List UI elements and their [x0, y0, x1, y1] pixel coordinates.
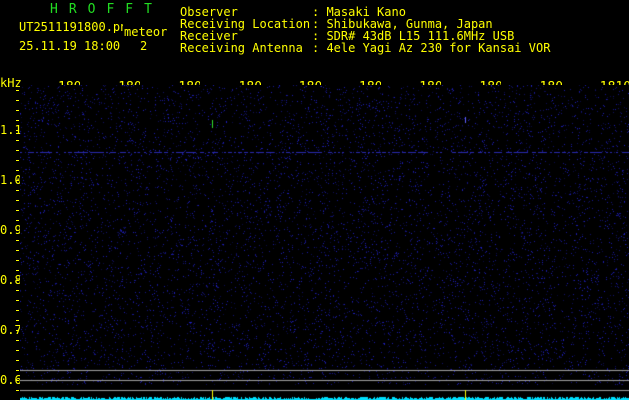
- app-title: HROFFT: [50, 4, 163, 16]
- y-tick: [16, 190, 19, 191]
- y-tick: [16, 310, 19, 311]
- y-tick: [16, 150, 19, 151]
- meteor-count: 2: [140, 40, 147, 52]
- y-unit: kHz: [0, 76, 22, 90]
- y-tick: [16, 340, 19, 341]
- y-tick: [16, 380, 19, 381]
- mode-label: meteor: [124, 26, 167, 38]
- antenna-value: : 4ele Yagi Az 230 for Kansai VOR: [312, 42, 550, 54]
- y-tick: [16, 160, 19, 161]
- spectrogram: [20, 85, 629, 400]
- y-tick: [16, 100, 19, 101]
- y-tick: [16, 260, 19, 261]
- y-tick: [16, 130, 19, 131]
- y-tick: [16, 180, 19, 181]
- y-tick: [16, 230, 19, 231]
- y-tick: [16, 330, 19, 331]
- datetime: 25.11.19 18:00: [19, 40, 120, 52]
- y-tick: [16, 250, 19, 251]
- filename: UT2511191800.png: [19, 21, 123, 33]
- y-tick: [16, 300, 19, 301]
- y-tick: [16, 350, 19, 351]
- y-tick: [16, 360, 19, 361]
- y-tick: [16, 170, 19, 171]
- y-tick: [16, 280, 19, 281]
- antenna-label: Receiving Antenna: [180, 42, 303, 54]
- y-tick: [16, 240, 19, 241]
- y-tick: [16, 290, 19, 291]
- y-tick: [16, 110, 19, 111]
- y-tick: [16, 90, 19, 91]
- y-tick: [16, 200, 19, 201]
- y-tick: [16, 320, 19, 321]
- y-tick: [16, 140, 19, 141]
- y-tick: [16, 210, 19, 211]
- y-tick: [16, 390, 19, 391]
- y-tick: [16, 120, 19, 121]
- y-tick: [16, 220, 19, 221]
- y-tick: [16, 270, 19, 271]
- y-tick: [16, 370, 19, 371]
